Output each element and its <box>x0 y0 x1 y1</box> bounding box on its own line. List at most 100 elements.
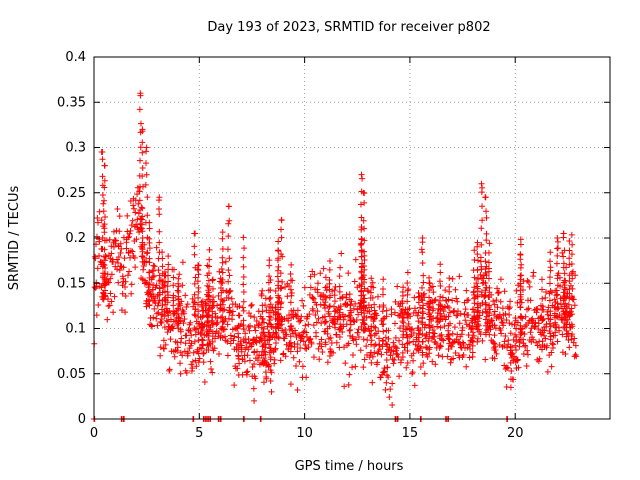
data-point <box>424 353 431 360</box>
data-point <box>391 320 398 327</box>
data-point <box>571 335 578 342</box>
data-point <box>543 342 550 349</box>
data-point <box>437 293 444 300</box>
data-point <box>153 315 160 322</box>
data-point <box>500 322 507 329</box>
data-point <box>517 293 524 300</box>
data-point <box>517 283 524 290</box>
data-point <box>174 344 181 351</box>
data-point-peak <box>100 200 107 207</box>
data-point <box>486 302 493 309</box>
data-point <box>210 294 217 301</box>
data-point <box>494 304 501 311</box>
data-point <box>539 317 546 324</box>
data-point-peak <box>225 203 232 210</box>
data-point-peak <box>358 214 365 221</box>
data-point <box>517 256 524 263</box>
data-point <box>113 266 120 273</box>
data-point <box>200 342 207 349</box>
data-point <box>248 301 255 308</box>
data-point-peak <box>156 205 163 212</box>
data-point <box>475 276 482 283</box>
data-point <box>174 347 181 354</box>
data-point-peak <box>226 255 233 262</box>
data-point <box>162 301 169 308</box>
data-point <box>345 340 352 347</box>
data-point <box>471 295 478 302</box>
data-point <box>358 283 365 290</box>
data-point <box>132 209 139 216</box>
data-point <box>403 364 410 371</box>
data-point <box>287 299 294 306</box>
data-point <box>154 292 161 299</box>
data-point <box>474 312 481 319</box>
data-point-peak <box>139 149 146 156</box>
data-point <box>277 357 284 364</box>
data-point <box>547 258 554 265</box>
data-point-trough <box>177 339 184 346</box>
data-point <box>524 351 531 358</box>
data-point-peak <box>143 259 150 266</box>
data-point <box>566 321 573 328</box>
data-point <box>504 364 511 371</box>
data-point <box>375 328 382 335</box>
data-point <box>465 311 472 318</box>
data-point-trough <box>267 367 274 374</box>
data-point <box>501 288 508 295</box>
data-point <box>195 320 202 327</box>
data-point-trough <box>177 328 184 335</box>
data-point <box>233 325 240 332</box>
data-point-peak <box>136 106 143 113</box>
data-point <box>285 317 292 324</box>
data-point <box>261 337 268 344</box>
data-point <box>353 341 360 348</box>
data-point <box>501 338 508 345</box>
data-point <box>278 321 285 328</box>
data-point-peak <box>357 241 364 248</box>
data-point <box>219 313 226 320</box>
data-point <box>258 360 265 367</box>
data-point <box>175 288 182 295</box>
data-point-peak <box>139 173 146 180</box>
data-point <box>533 309 540 316</box>
data-point <box>349 364 356 371</box>
data-point <box>256 321 263 328</box>
data-point <box>183 369 190 376</box>
data-point <box>170 274 177 281</box>
data-point <box>494 285 501 292</box>
data-point <box>252 327 259 334</box>
data-point <box>388 311 395 318</box>
data-point <box>336 326 343 333</box>
data-point-peak <box>483 272 490 279</box>
data-point <box>556 327 563 334</box>
data-point <box>275 263 282 270</box>
data-point <box>368 341 375 348</box>
data-point <box>569 331 576 338</box>
data-point <box>96 208 103 215</box>
data-point <box>244 368 251 375</box>
data-point <box>162 341 169 348</box>
data-point <box>361 295 368 302</box>
data-point <box>465 296 472 303</box>
data-point <box>99 280 106 287</box>
y-tick-label: 0.35 <box>57 95 86 110</box>
data-point-trough <box>251 348 258 355</box>
data-point <box>566 295 573 302</box>
data-point <box>297 317 304 324</box>
data-point-peak <box>554 300 561 307</box>
data-point <box>426 274 433 281</box>
data-point <box>122 278 129 285</box>
data-point <box>360 364 367 371</box>
data-point <box>175 296 182 303</box>
data-point <box>205 306 212 313</box>
data-point <box>115 260 122 267</box>
data-point <box>293 362 300 369</box>
data-point <box>258 292 265 299</box>
data-point <box>322 305 329 312</box>
data-point <box>200 359 207 366</box>
data-point <box>354 329 361 336</box>
data-point <box>569 251 575 258</box>
data-point <box>260 379 267 386</box>
data-point <box>474 251 481 258</box>
data-point <box>404 269 411 276</box>
